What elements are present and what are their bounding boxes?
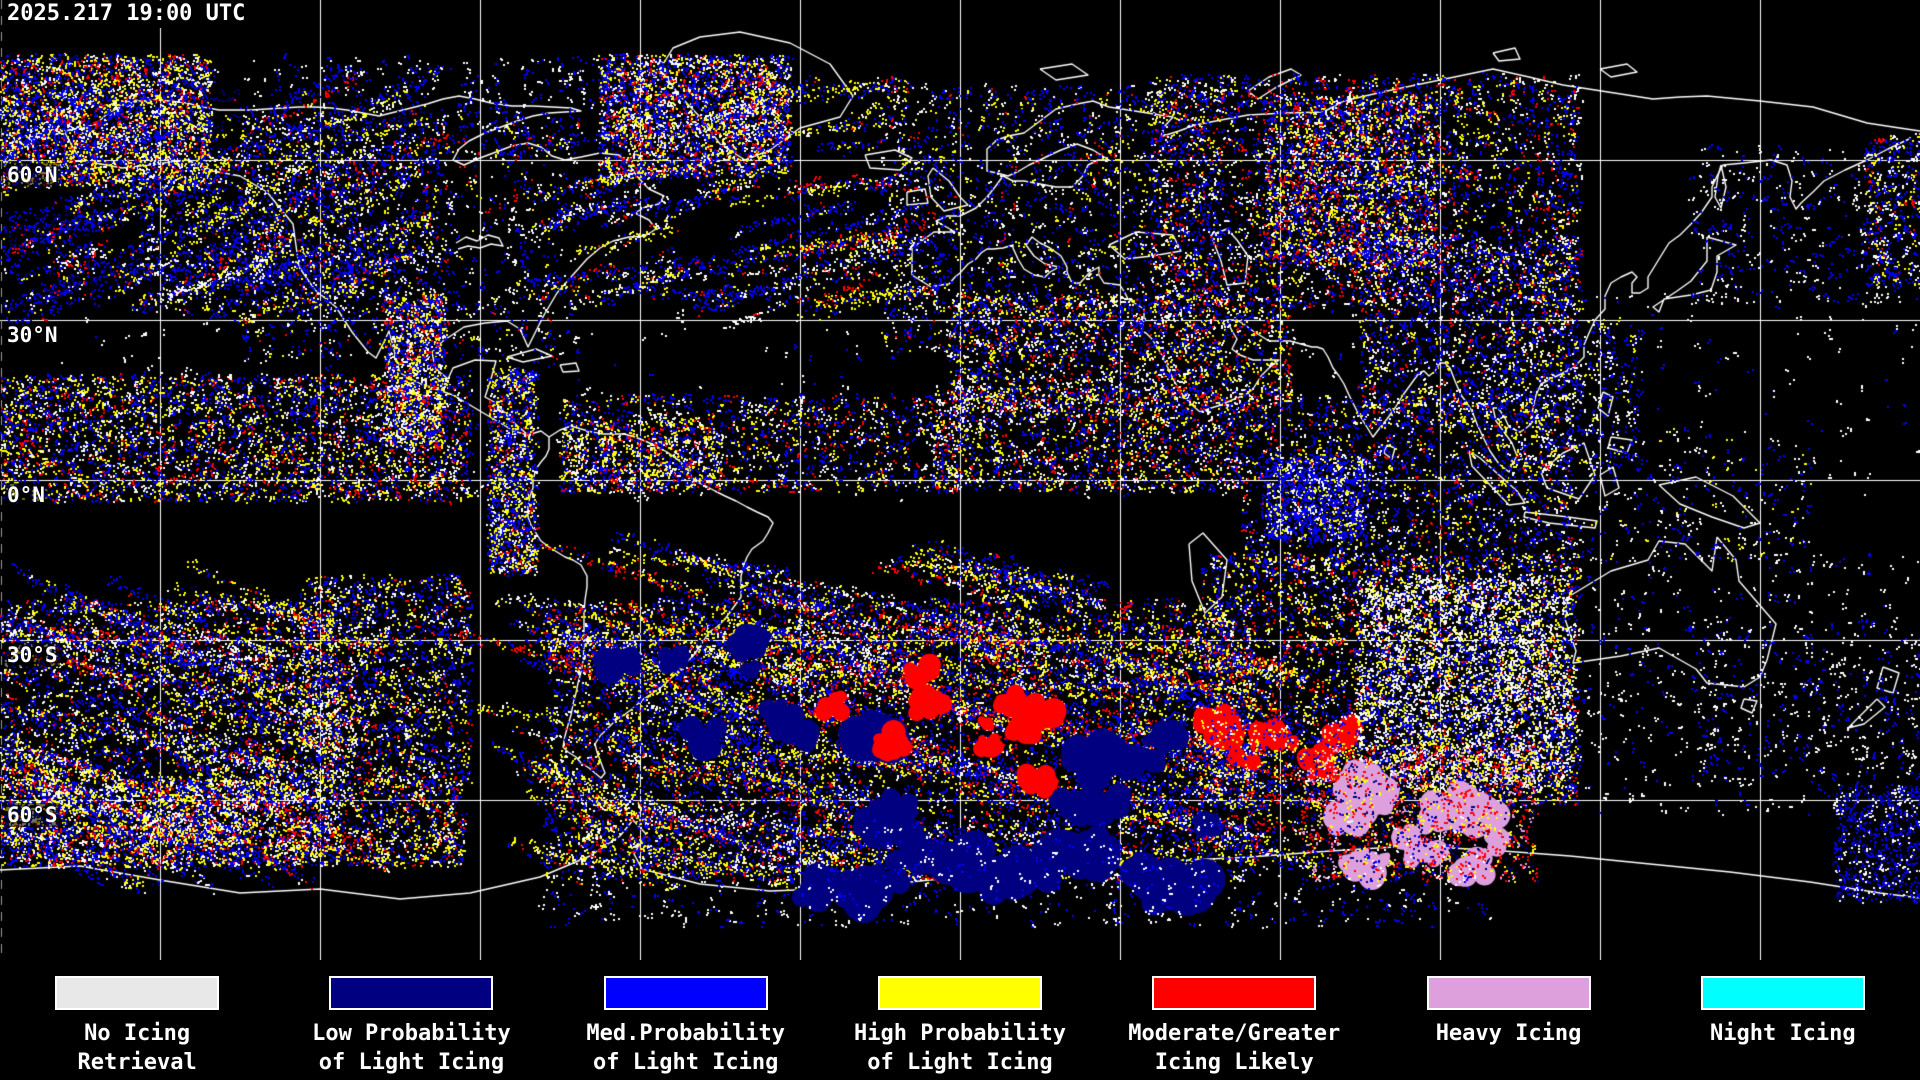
legend-label-line2: of Light Icing <box>318 1050 505 1075</box>
timestamp: 2025.217 19:00 UTC <box>5 1 250 28</box>
legend-label-line2: of Light Icing <box>592 1050 779 1075</box>
legend-item-night-icing: Night Icing <box>1646 960 1920 1080</box>
legend-item-moderate-greater: Moderate/Greater Icing Likely <box>1097 960 1371 1080</box>
latitude-label: 60°S <box>5 803 60 827</box>
legend-label-line2: Icing Likely <box>1154 1050 1314 1075</box>
legend-swatch <box>329 976 494 1010</box>
legend-label: Heavy Icing <box>1436 1019 1582 1048</box>
legend-label: Moderate/Greater Icing Likely <box>1128 1019 1340 1077</box>
legend-label: High Probability of Light Icing <box>854 1019 1066 1077</box>
legend-swatch <box>55 976 220 1010</box>
legend: No Icing Retrieval Low Probability of Li… <box>0 960 1920 1080</box>
legend-label-line1: Low Probability <box>312 1021 511 1046</box>
legend-item-high-prob-light-icing: High Probability of Light Icing <box>823 960 1097 1080</box>
legend-swatch <box>603 976 768 1010</box>
legend-item-low-prob-light-icing: Low Probability of Light Icing <box>274 960 548 1080</box>
legend-label: Night Icing <box>1710 1019 1856 1048</box>
legend-label-line1: High Probability <box>854 1021 1066 1046</box>
legend-item-heavy-icing: Heavy Icing <box>1371 960 1645 1080</box>
icing-map-canvas <box>0 0 1920 960</box>
legend-swatch <box>1426 976 1591 1010</box>
legend-swatch <box>1152 976 1317 1010</box>
legend-swatch <box>1700 976 1865 1010</box>
legend-item-no-icing-retrieval: No Icing Retrieval <box>0 960 274 1080</box>
latitude-label: 30°S <box>5 643 60 667</box>
legend-label-line1: Moderate/Greater <box>1128 1021 1341 1046</box>
latitude-label: 30°N <box>5 323 60 347</box>
legend-label-line2: of Light Icing <box>867 1050 1053 1075</box>
legend-label: No Icing Retrieval <box>78 1019 197 1077</box>
legend-label-line1: Heavy Icing <box>1435 1021 1582 1046</box>
map-area: 2025.217 19:00 UTC 60°N 30°N 0°N 30°S 60°S <box>0 0 1920 960</box>
legend-label: Low Probability of Light Icing <box>312 1019 511 1077</box>
legend-label-line1: Med.Probability <box>586 1021 786 1046</box>
legend-label-line1: Night Icing <box>1709 1021 1856 1046</box>
latitude-label: 0°N <box>5 483 47 507</box>
legend-label-line1: No Icing <box>84 1021 191 1046</box>
legend-label: Med.Probability of Light Icing <box>586 1019 785 1077</box>
latitude-label: 60°N <box>5 163 60 187</box>
legend-label-line2: Retrieval <box>77 1050 197 1075</box>
legend-item-med-prob-light-icing: Med.Probability of Light Icing <box>549 960 823 1080</box>
legend-swatch <box>877 976 1042 1010</box>
